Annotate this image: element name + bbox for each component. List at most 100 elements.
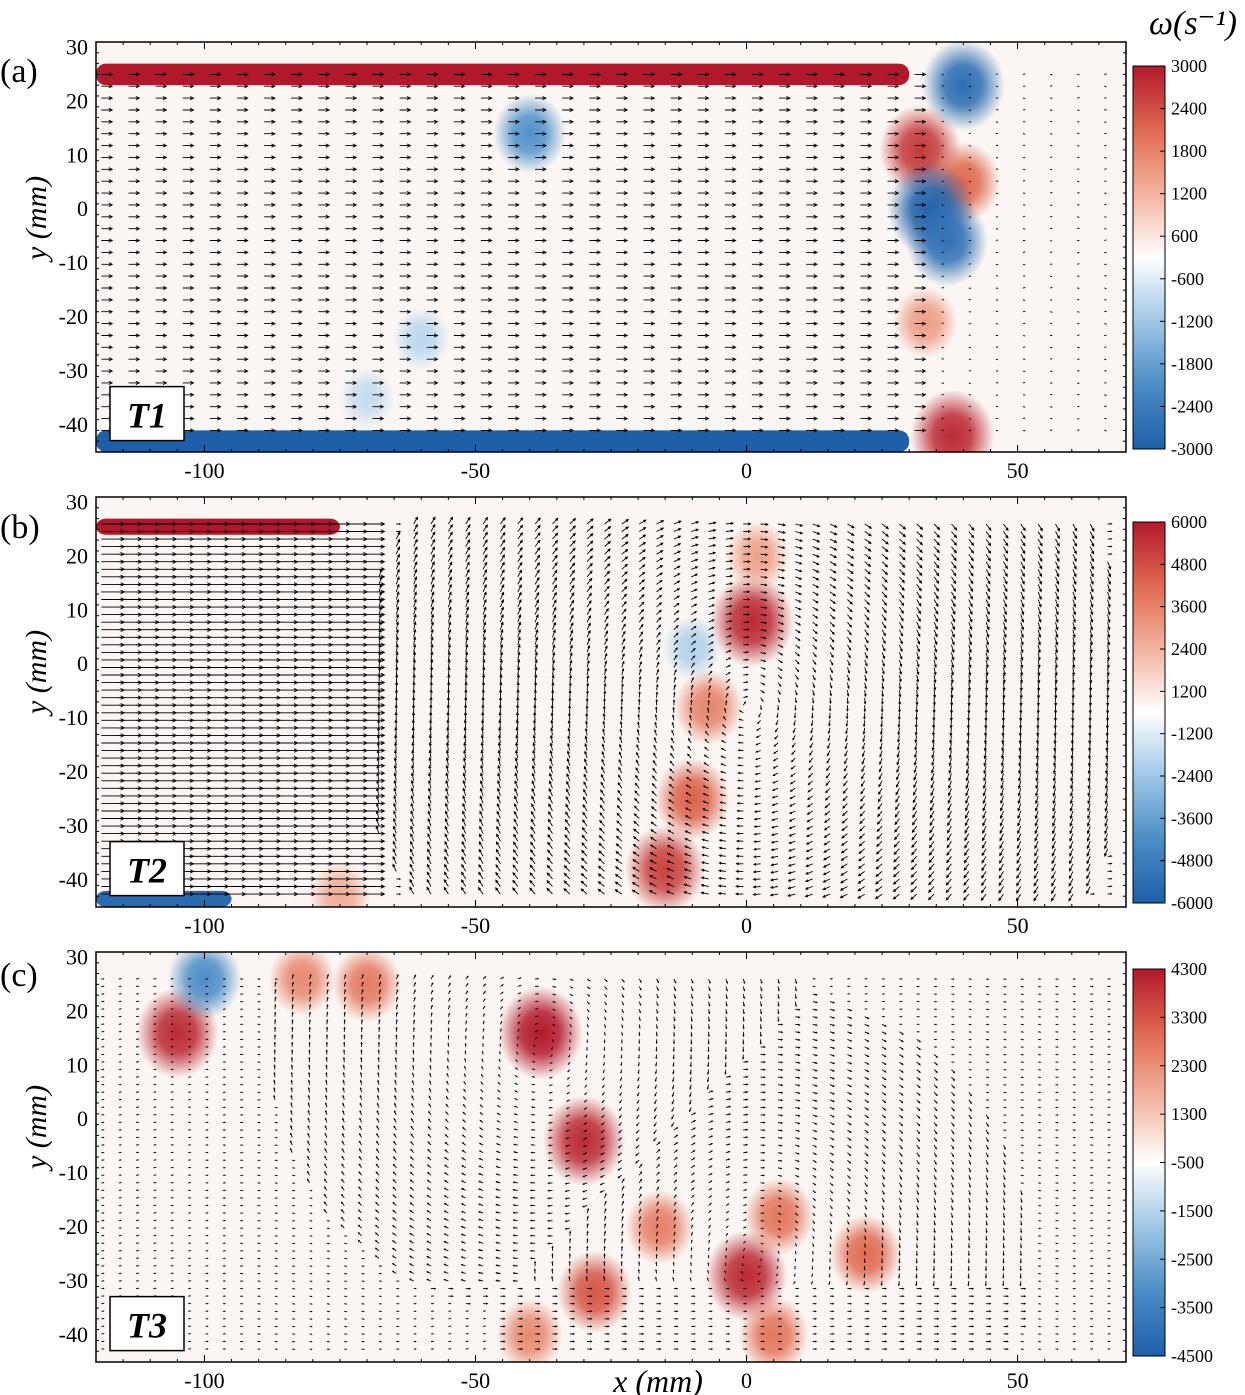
velocity-arrow xyxy=(725,620,733,623)
velocity-arrow xyxy=(1016,878,1022,887)
velocity-arrow xyxy=(1038,1016,1042,1018)
velocity-arrow xyxy=(399,380,412,386)
velocity-arrow xyxy=(637,698,641,706)
velocity-arrow xyxy=(1072,546,1077,555)
velocity-arrow xyxy=(1003,1001,1007,1003)
velocity-arrow xyxy=(413,974,417,980)
velocity-arrow xyxy=(1020,546,1026,555)
velocity-arrow xyxy=(999,818,1004,827)
velocity-arrow xyxy=(101,285,114,291)
velocity-arrow xyxy=(480,238,493,243)
velocity-arrow xyxy=(806,810,813,815)
velocity-arrow xyxy=(614,889,623,895)
velocity-arrow xyxy=(465,1027,468,1032)
velocity-arrow xyxy=(318,380,331,386)
velocity-arrow xyxy=(794,1001,797,1007)
velocity-arrow xyxy=(697,274,710,279)
velocity-arrow xyxy=(941,85,945,87)
velocity-arrow xyxy=(779,274,791,279)
velocity-arrow xyxy=(499,576,505,585)
velocity-arrow xyxy=(508,416,520,421)
y-tick-label: 0 xyxy=(77,651,88,676)
velocity-arrow xyxy=(860,274,873,279)
velocity-arrow xyxy=(650,829,657,834)
velocity-arrow xyxy=(777,546,786,550)
velocity-arrow xyxy=(1104,180,1107,182)
velocity-arrow xyxy=(411,711,416,721)
colorbar xyxy=(1132,521,1166,904)
velocity-arrow xyxy=(1049,358,1053,360)
velocity-arrow xyxy=(616,238,629,243)
velocity-arrow xyxy=(291,262,304,267)
velocity-arrow xyxy=(652,767,657,774)
velocity-arrow xyxy=(602,720,606,728)
velocity-arrow xyxy=(603,682,607,691)
velocity-arrow xyxy=(705,730,709,736)
velocity-arrow xyxy=(240,1000,244,1003)
velocity-arrow xyxy=(326,1018,329,1025)
velocity-arrow xyxy=(480,756,484,766)
velocity-arrow xyxy=(481,696,485,706)
velocity-arrow xyxy=(182,107,195,113)
velocity-arrow xyxy=(806,250,819,255)
panel-b: (b) y (mm) T2-100 -50 0 503020100-10-20-30-… xyxy=(0,489,1213,938)
velocity-arrow xyxy=(897,720,901,729)
velocity-arrow xyxy=(589,404,602,409)
velocity-arrow xyxy=(788,818,796,822)
velocity-arrow xyxy=(236,107,249,113)
velocity-arrow xyxy=(429,703,433,713)
velocity-arrow xyxy=(426,238,439,243)
velocity-arrow xyxy=(833,107,846,113)
ylabel-c: y (mm) xyxy=(20,1085,53,1172)
velocity-arrow xyxy=(951,576,957,585)
velocity-arrow xyxy=(569,607,574,615)
velocity-arrow xyxy=(508,274,520,279)
velocity-arrow xyxy=(535,309,547,314)
velocity-arrow xyxy=(670,226,683,231)
velocity-arrow xyxy=(999,825,1004,835)
velocity-arrow xyxy=(534,651,538,660)
velocity-arrow xyxy=(453,274,466,279)
velocity-arrow xyxy=(552,651,556,661)
velocity-arrow xyxy=(777,644,784,648)
velocity-arrow xyxy=(985,531,992,539)
velocity-arrow xyxy=(1049,85,1053,87)
velocity-arrow xyxy=(725,664,732,668)
velocity-arrow xyxy=(1089,629,1094,639)
velocity-arrow xyxy=(548,795,553,804)
velocity-arrow xyxy=(508,72,520,77)
velocity-arrow xyxy=(1017,795,1022,805)
velocity-arrow xyxy=(777,994,780,1000)
velocity-arrow xyxy=(1089,637,1093,646)
velocity-arrow xyxy=(396,885,402,888)
velocity-arrow xyxy=(478,879,484,887)
velocity-arrow xyxy=(697,131,710,136)
velocity-arrow xyxy=(547,833,553,842)
velocity-arrow xyxy=(916,569,923,577)
velocity-arrow xyxy=(182,321,195,326)
velocity-arrow xyxy=(392,848,397,857)
velocity-arrow xyxy=(861,757,866,765)
velocity-arrow xyxy=(779,119,791,124)
velocity-arrow xyxy=(736,801,744,805)
velocity-arrow xyxy=(833,368,846,374)
velocity-arrow xyxy=(495,886,501,895)
velocity-arrow xyxy=(1020,622,1025,631)
velocity-arrow xyxy=(941,406,945,408)
velocity-arrow xyxy=(1104,825,1109,835)
velocity-arrow xyxy=(1053,750,1057,760)
velocity-arrow xyxy=(860,214,873,219)
velocity-arrow xyxy=(930,780,935,789)
velocity-arrow xyxy=(529,872,536,880)
velocity-arrow xyxy=(1037,599,1042,608)
velocity-arrow xyxy=(128,155,141,160)
velocity-arrow xyxy=(1035,750,1039,760)
velocity-arrow xyxy=(604,1001,607,1006)
vortex-blob xyxy=(332,952,402,1023)
velocity-arrow xyxy=(1072,606,1077,616)
velocity-arrow xyxy=(1023,121,1026,123)
velocity-arrow xyxy=(581,842,588,850)
velocity-arrow xyxy=(860,131,873,136)
velocity-arrow xyxy=(602,728,605,736)
velocity-arrow xyxy=(309,996,312,1002)
